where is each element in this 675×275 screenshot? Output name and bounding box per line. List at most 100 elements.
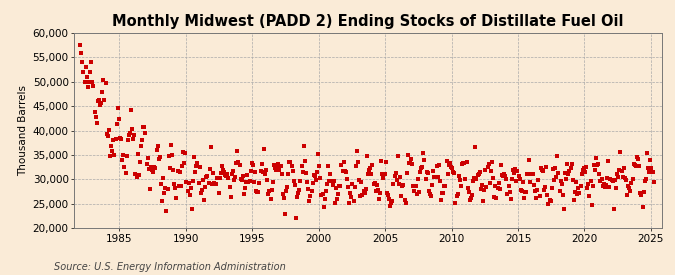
Point bbox=[466, 196, 477, 200]
Point bbox=[352, 160, 363, 164]
Point bbox=[620, 178, 631, 182]
Point bbox=[157, 198, 167, 203]
Point bbox=[272, 164, 283, 169]
Point bbox=[420, 177, 431, 181]
Point bbox=[411, 192, 422, 196]
Point bbox=[261, 167, 271, 172]
Point bbox=[294, 188, 304, 192]
Point bbox=[554, 189, 565, 194]
Point bbox=[582, 185, 593, 190]
Point bbox=[177, 163, 188, 168]
Point bbox=[203, 181, 214, 185]
Point bbox=[499, 172, 510, 176]
Point bbox=[134, 160, 145, 164]
Point bbox=[364, 168, 375, 172]
Point bbox=[399, 197, 410, 202]
Point bbox=[103, 128, 114, 132]
Point bbox=[246, 161, 257, 165]
Point bbox=[130, 172, 141, 176]
Point bbox=[200, 185, 211, 189]
Point bbox=[624, 186, 634, 190]
Point bbox=[643, 166, 653, 170]
Point bbox=[119, 165, 130, 169]
Point bbox=[386, 201, 397, 205]
Point bbox=[375, 190, 385, 195]
Point bbox=[513, 174, 524, 178]
Point bbox=[120, 171, 131, 175]
Point bbox=[630, 163, 641, 168]
Point bbox=[94, 97, 105, 102]
Point bbox=[300, 159, 310, 163]
Point bbox=[217, 168, 228, 172]
Point bbox=[576, 172, 587, 177]
Point bbox=[88, 84, 99, 88]
Point bbox=[568, 198, 579, 202]
Point bbox=[262, 178, 273, 182]
Point bbox=[395, 175, 406, 179]
Point bbox=[271, 168, 281, 173]
Point bbox=[571, 180, 582, 184]
Point bbox=[260, 172, 271, 176]
Point bbox=[377, 171, 387, 176]
Point bbox=[647, 170, 658, 174]
Point bbox=[146, 168, 157, 173]
Point bbox=[392, 154, 403, 159]
Point bbox=[578, 166, 589, 170]
Point bbox=[412, 177, 423, 182]
Point bbox=[623, 183, 634, 188]
Point bbox=[149, 165, 160, 169]
Point bbox=[255, 169, 266, 173]
Point bbox=[169, 182, 180, 186]
Point bbox=[524, 179, 535, 184]
Point bbox=[96, 101, 107, 105]
Point bbox=[584, 194, 595, 198]
Point bbox=[201, 175, 212, 179]
Point bbox=[380, 160, 391, 164]
Point bbox=[404, 161, 415, 165]
Point bbox=[406, 157, 416, 161]
Point bbox=[426, 194, 437, 198]
Point bbox=[485, 168, 496, 173]
Point bbox=[257, 170, 268, 175]
Point bbox=[514, 176, 525, 181]
Point bbox=[232, 149, 243, 153]
Point bbox=[348, 199, 359, 203]
Point bbox=[250, 170, 261, 175]
Point bbox=[288, 168, 298, 173]
Point bbox=[109, 153, 120, 157]
Point bbox=[501, 177, 512, 181]
Point bbox=[583, 182, 594, 186]
Point bbox=[248, 180, 259, 184]
Point bbox=[479, 188, 489, 192]
Point bbox=[390, 171, 401, 176]
Point bbox=[231, 161, 242, 166]
Point bbox=[146, 165, 157, 169]
Point bbox=[89, 110, 100, 114]
Point bbox=[132, 152, 143, 156]
Point bbox=[385, 204, 396, 208]
Point bbox=[80, 65, 91, 69]
Point bbox=[190, 170, 200, 175]
Point bbox=[273, 162, 284, 166]
Point bbox=[447, 166, 458, 171]
Point bbox=[163, 154, 174, 158]
Point bbox=[629, 163, 640, 167]
Point bbox=[493, 181, 504, 185]
Point bbox=[290, 183, 300, 187]
Point bbox=[533, 178, 544, 182]
Point bbox=[429, 175, 440, 180]
Point bbox=[437, 191, 448, 195]
Point bbox=[611, 186, 622, 191]
Point bbox=[269, 166, 280, 170]
Point bbox=[115, 136, 126, 140]
Point bbox=[383, 196, 394, 201]
Point bbox=[531, 196, 541, 200]
Point bbox=[334, 184, 345, 188]
Point bbox=[511, 178, 522, 183]
Point bbox=[529, 183, 539, 188]
Point bbox=[321, 189, 331, 193]
Point bbox=[118, 153, 129, 158]
Point bbox=[160, 186, 171, 191]
Point bbox=[342, 177, 352, 182]
Point bbox=[293, 191, 304, 196]
